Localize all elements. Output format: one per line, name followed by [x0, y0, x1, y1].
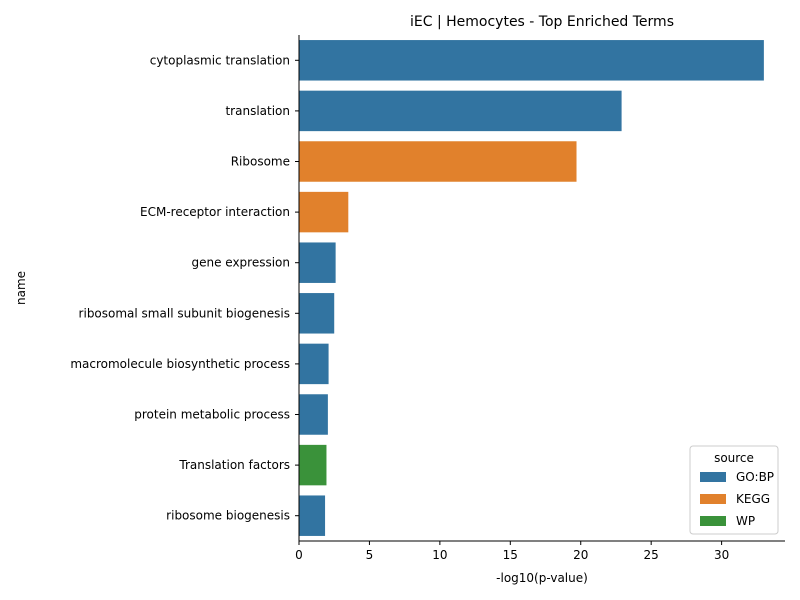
x-tick-label: 30 — [714, 548, 729, 562]
legend-title: source — [714, 451, 754, 465]
y-ticks-group: cytoplasmic translation translation Riboso… — [70, 53, 299, 523]
bar — [299, 343, 329, 385]
bar — [299, 394, 328, 435]
y-tick-label: macromolecule biosynthetic process — [70, 357, 290, 371]
bar — [299, 242, 336, 283]
chart-title: iEC | Hemocytes - Top Enriched Terms — [410, 14, 674, 30]
legend-label: WP — [736, 514, 755, 528]
legend-swatch — [700, 516, 726, 526]
x-ticks-group: 0 5 10 15 20 25 30 — [295, 541, 729, 562]
x-tick-label: 10 — [432, 548, 447, 562]
y-tick-label: Translation factors — [178, 458, 290, 472]
y-tick-label: protein metabolic process — [134, 408, 290, 422]
y-tick-label: cytoplasmic translation — [150, 53, 290, 67]
y-tick-label: Ribosome — [231, 155, 290, 169]
bar — [299, 40, 764, 81]
y-tick-label: ribosome biogenesis — [166, 509, 290, 523]
x-axis-label: -log10(p-value) — [496, 571, 588, 585]
x-tick-label: 0 — [295, 548, 303, 562]
x-tick-label: 15 — [503, 548, 518, 562]
x-tick-label: 20 — [573, 548, 588, 562]
bar — [299, 495, 326, 536]
bar — [299, 444, 327, 486]
legend-swatch — [700, 494, 726, 504]
y-tick-label: ribosomal small subunit biogenesis — [79, 306, 290, 320]
bar — [299, 191, 349, 233]
y-tick-label: ECM-receptor interaction — [140, 205, 290, 219]
bar — [299, 90, 622, 132]
legend: source GO:BP KEGG WP — [689, 445, 779, 535]
legend-label: GO:BP — [736, 470, 774, 484]
bar — [299, 293, 335, 334]
legend-entries: GO:BP KEGG WP — [700, 470, 774, 528]
y-axis-label: name — [14, 271, 28, 305]
legend-label: KEGG — [736, 492, 770, 506]
legend-swatch — [700, 472, 726, 482]
y-tick-label: gene expression — [191, 256, 290, 270]
x-tick-label: 25 — [644, 548, 659, 562]
bar — [299, 141, 577, 182]
bars-group — [299, 40, 764, 536]
y-tick-label: translation — [225, 104, 290, 118]
x-tick-label: 5 — [366, 548, 374, 562]
legend-frame — [689, 445, 779, 535]
